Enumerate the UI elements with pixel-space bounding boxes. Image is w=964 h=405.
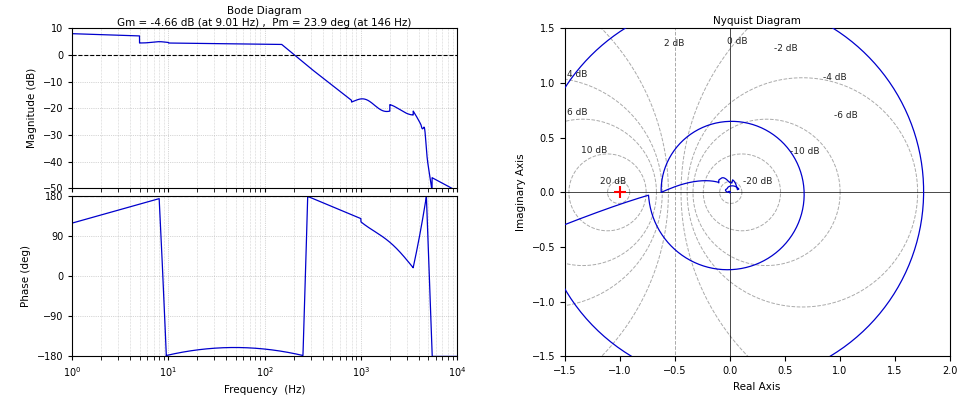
Text: 10 dB: 10 dB <box>581 146 607 156</box>
Y-axis label: Magnitude (dB): Magnitude (dB) <box>27 68 38 149</box>
Text: 0 dB: 0 dB <box>728 37 748 46</box>
Title: Bode Diagram
Gm = -4.66 dB (at 9.01 Hz) ,  Pm = 23.9 deg (at 146 Hz): Bode Diagram Gm = -4.66 dB (at 9.01 Hz) … <box>118 6 412 28</box>
Text: -4 dB: -4 dB <box>823 73 846 82</box>
Text: -6 dB: -6 dB <box>834 111 858 120</box>
X-axis label: Real Axis: Real Axis <box>734 382 781 392</box>
Text: 4 dB: 4 dB <box>567 70 587 79</box>
Y-axis label: Imaginary Axis: Imaginary Axis <box>516 153 526 231</box>
Text: 6 dB: 6 dB <box>567 108 587 117</box>
Y-axis label: Phase (deg): Phase (deg) <box>21 245 31 307</box>
Text: -10 dB: -10 dB <box>790 147 819 156</box>
Text: -20 dB: -20 dB <box>743 177 772 186</box>
X-axis label: Frequency  (Hz): Frequency (Hz) <box>224 385 306 395</box>
Text: 20 dB: 20 dB <box>600 177 626 186</box>
Text: -2 dB: -2 dB <box>774 43 797 53</box>
Title: Nyquist Diagram: Nyquist Diagram <box>713 16 801 26</box>
Text: 2 dB: 2 dB <box>664 39 684 48</box>
